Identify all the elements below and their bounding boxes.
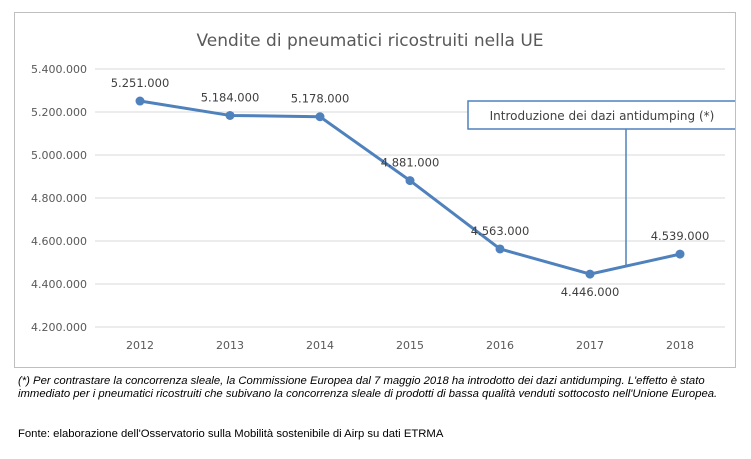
data-label: 4.539.000: [651, 229, 710, 243]
x-axis-ticks: 2012 2013 2014 2015 2016 2017 2018: [126, 339, 694, 352]
chart-title: Vendite di pneumatici ricostruiti nella …: [196, 31, 543, 51]
data-label: 4.881.000: [381, 156, 440, 170]
data-label: 4.446.000: [561, 285, 620, 299]
y-tick-label: 5.000.000: [31, 149, 87, 162]
x-tick-label: 2018: [666, 339, 694, 352]
x-tick-label: 2016: [486, 339, 514, 352]
data-point: [675, 249, 685, 259]
data-label: 5.251.000: [111, 76, 170, 90]
data-point: [225, 110, 235, 120]
chart-frame: Vendite di pneumatici ricostruiti nella …: [14, 12, 736, 368]
data-point: [585, 269, 595, 279]
y-tick-label: 4.800.000: [31, 192, 87, 205]
annotation: Introduzione dei dazi antidumping (*): [467, 100, 735, 267]
data-label: 4.563.000: [471, 224, 530, 238]
x-tick-label: 2017: [576, 339, 604, 352]
line-chart: Vendite di pneumatici ricostruiti nella …: [31, 31, 735, 352]
data-label: 5.178.000: [291, 92, 350, 106]
data-points: [135, 96, 685, 279]
data-point: [495, 244, 505, 254]
data-point: [315, 112, 325, 122]
y-tick-label: 4.400.000: [31, 278, 87, 291]
data-point: [405, 176, 415, 186]
x-tick-label: 2014: [306, 339, 334, 352]
y-tick-label: 4.600.000: [31, 235, 87, 248]
annotation-box: [467, 100, 735, 130]
x-tick-label: 2012: [126, 339, 154, 352]
data-labels: 5.251.000 5.184.000 5.178.000 4.881.000 4.56…: [111, 76, 710, 299]
y-tick-label: 5.400.000: [31, 63, 87, 76]
data-label: 5.184.000: [201, 90, 260, 104]
x-tick-label: 2013: [216, 339, 244, 352]
x-tick-label: 2015: [396, 339, 424, 352]
y-axis-ticks: 4.200.000 4.400.000 4.600.000 4.800.000 5.00…: [31, 63, 87, 334]
y-tick-label: 5.200.000: [31, 106, 87, 119]
source-note: Fonte: elaborazione dell'Osservatorio su…: [18, 428, 444, 440]
footnote: (*) Per contrastare la concorrenza sleal…: [18, 375, 718, 400]
annotation-text: Introduzione dei dazi antidumping (*): [490, 109, 715, 123]
data-point: [135, 96, 145, 106]
y-tick-label: 4.200.000: [31, 321, 87, 334]
